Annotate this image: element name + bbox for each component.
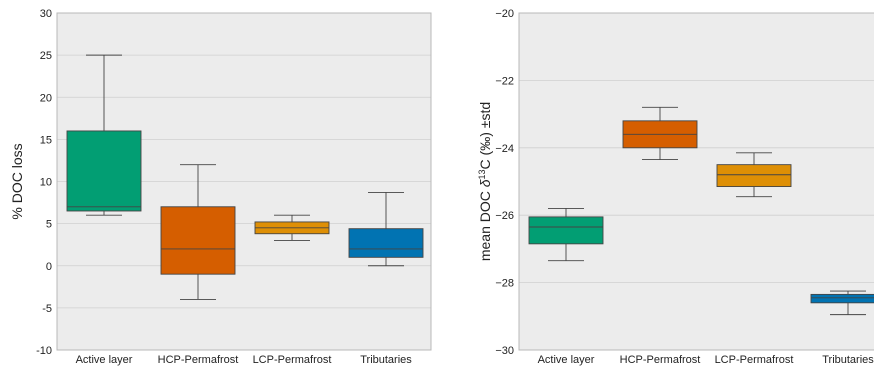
y-axis-label-part: C (‰) ±std: [477, 102, 493, 170]
x-ticks-d13c: Active layer HCP-Permafrost LCP-Permafrost…: [538, 354, 874, 366]
y-tick-label: 0: [46, 261, 52, 273]
y-tick-label: −30: [495, 345, 514, 357]
plot-area-d13c: [519, 13, 874, 350]
x-tick-label: Tributaries: [360, 354, 412, 366]
y-tick-label: 30: [40, 8, 52, 20]
box-tributaries: [810, 290, 874, 316]
x-tick-label: HCP-Permafrost: [620, 354, 701, 366]
box-tributaries: [348, 192, 424, 267]
x-ticks-doc-loss: Active layer HCP-Permafrost LCP-Permafrost…: [76, 354, 413, 366]
box-active-layer: [528, 208, 604, 262]
y-axis-label-doc-loss: % DOC loss: [9, 143, 25, 219]
box-active-layer: [66, 54, 142, 216]
box-iqr: [66, 130, 142, 212]
y-tick-label: −28: [495, 278, 514, 290]
x-tick-label: HCP-Permafrost: [158, 354, 239, 366]
box-iqr: [716, 164, 792, 188]
box-hcp-permafrost: [622, 106, 698, 161]
doc-loss-chart: -10 -5 0 5 10 15 20 25 30 Active layer HCP-Permaf…: [9, 8, 432, 366]
y-ticks-doc-loss: -10 -5 0 5 10 15 20 25 30: [36, 8, 52, 357]
box-iqr: [348, 228, 424, 258]
y-tick-label: 5: [46, 219, 52, 231]
boxes-doc-loss: [66, 54, 424, 300]
y-tick-label: 20: [40, 92, 52, 104]
y-tick-label: −24: [495, 143, 514, 155]
box-iqr: [160, 206, 236, 275]
doc-d13c-chart: −30 −28 −26 −24 −22 −20 Active layer HCP-Perma…: [477, 8, 874, 366]
axes-frame-d13c: [518, 12, 874, 351]
y-tick-label: 15: [40, 134, 52, 146]
x-tick-label: LCP-Permafrost: [253, 354, 332, 366]
y-axis-label-superscript: 13: [477, 169, 487, 179]
y-tick-label: 10: [40, 177, 52, 189]
box-lcp-permafrost: [716, 152, 792, 198]
x-tick-label: Active layer: [76, 354, 133, 366]
box-lcp-permafrost: [254, 214, 330, 241]
boxes-d13c: [528, 106, 874, 316]
x-tick-label: Tributaries: [822, 354, 874, 366]
y-tick-label: −22: [495, 75, 514, 87]
y-tick-label: 25: [40, 50, 52, 62]
y-ticks-d13c: −30 −28 −26 −24 −22 −20: [495, 8, 514, 357]
y-tick-label: -10: [36, 345, 52, 357]
y-tick-label: −20: [495, 8, 514, 20]
y-tick-label: -5: [42, 303, 52, 315]
y-tick-label: −26: [495, 210, 514, 222]
x-tick-label: Active layer: [538, 354, 595, 366]
y-axis-label-delta: δ: [477, 179, 493, 187]
box-iqr: [528, 216, 604, 245]
axes-frame-doc-loss: [56, 12, 432, 351]
y-axis-label-d13c: mean DOC δ13C (‰) ±std: [477, 102, 493, 261]
box-hcp-permafrost: [160, 164, 236, 300]
x-tick-label: LCP-Permafrost: [715, 354, 794, 366]
y-axis-label-part: mean DOC: [477, 187, 493, 261]
box-iqr: [810, 293, 874, 304]
